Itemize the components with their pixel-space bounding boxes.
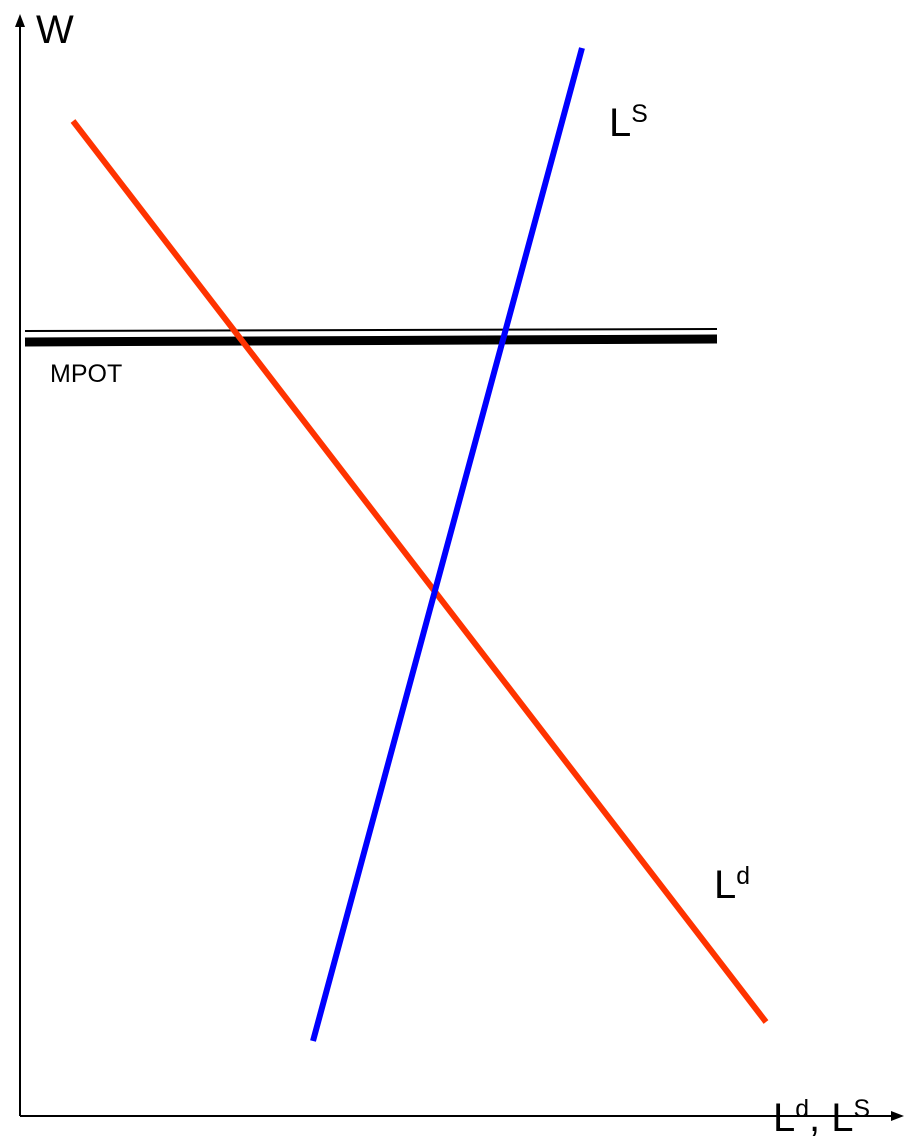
wage-floor-thick-line [24,334,718,347]
demand-label-main: L [714,863,737,907]
x-axis-arrow [891,1111,904,1121]
x-axis-label-main: L [773,1096,796,1140]
wage-floor-thin-line [24,328,718,332]
x-axis-label-sep: , L [809,1096,854,1140]
demand-label-sup: d [736,863,751,891]
demand-curve [70,119,769,1024]
supply-curve-label: LS [609,101,648,145]
x-axis-label-sup2: S [853,1096,871,1124]
y-axis-label: W [36,8,74,52]
x-axis-label-sup: d [795,1096,810,1124]
y-axis-arrow [15,14,25,27]
supply-label-sup: S [631,101,648,129]
supply-label-main: L [609,101,632,145]
wage-floor-label: MPOT [50,360,123,388]
x-axis-label: Ld, LS [773,1096,871,1140]
demand-curve-label: Ld [714,863,751,907]
supply-curve [310,47,585,1042]
